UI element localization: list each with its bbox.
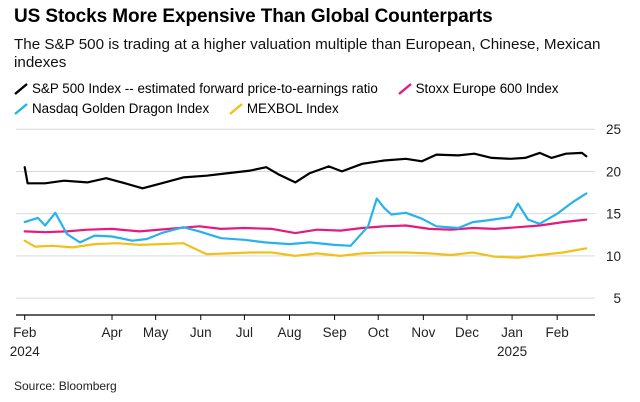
- x-tick-label-10: Jan: [501, 325, 523, 340]
- legend-swatch-sp500: [14, 83, 28, 95]
- x-tick-label-0: Feb: [13, 325, 36, 340]
- source-note: Source: Bloomberg: [14, 379, 117, 393]
- y-tick-label-15: 15: [606, 207, 621, 222]
- x-axis: Feb 2024 Apr May Jun Jul Aug Sep Oct Nov Dec Jan 202…: [10, 314, 595, 359]
- legend-swatch-stoxx: [397, 83, 412, 95]
- legend-stroke-stoxx: [397, 83, 412, 95]
- legend-stroke-golden-dragon: [14, 103, 28, 115]
- x-tick-year-10: 2025: [497, 344, 527, 359]
- x-tick-label-1: Apr: [102, 325, 124, 340]
- x-tick-label-7: Oct: [368, 325, 389, 340]
- x-tick-label-9: Dec: [455, 325, 479, 340]
- gridlines: [16, 128, 595, 299]
- x-tick-label-2: May: [143, 325, 169, 340]
- legend: S&P 500 Index -- estimated forward price…: [14, 80, 626, 120]
- y-tick-label-20: 20: [606, 164, 621, 179]
- x-tick-label-8: Nov: [411, 325, 435, 340]
- x-tick-label-4: Jul: [236, 325, 253, 340]
- legend-swatch-mexbol: [229, 103, 243, 115]
- legend-item-sp500: S&P 500 Index -- estimated forward price…: [14, 80, 378, 98]
- y-tick-label-10: 10: [606, 249, 621, 264]
- x-tick-label-6: Sep: [323, 325, 347, 340]
- chart-subtitle: The S&P 500 is trading at a higher valua…: [14, 36, 601, 71]
- x-tick-label-5: Aug: [277, 325, 301, 340]
- y-tick-label-5: 5: [613, 291, 621, 306]
- legend-item-stoxx: Stoxx Europe 600 Index: [397, 80, 559, 98]
- series-line-1: [23, 218, 588, 235]
- series-line-0: [23, 151, 588, 190]
- x-tick-label-3: Jun: [190, 325, 212, 340]
- x-tick-year-0: 2024: [10, 344, 41, 359]
- legend-label-mexbol: MEXBOL Index: [246, 101, 339, 116]
- legend-stroke-mexbol: [229, 103, 243, 115]
- legend-item-mexbol: MEXBOL Index: [229, 100, 339, 118]
- legend-label-sp500: S&P 500 Index -- estimated forward price…: [32, 81, 378, 96]
- chart-title: US Stocks More Expensive Than Global Cou…: [14, 6, 493, 27]
- legend-label-stoxx: Stoxx Europe 600 Index: [415, 81, 559, 96]
- x-tick-label-11: Feb: [546, 325, 569, 340]
- y-tick-label-25: 25: [606, 122, 621, 137]
- legend-item-golden-dragon: Nasdaq Golden Dragon Index: [14, 100, 209, 118]
- legend-label-golden-dragon: Nasdaq Golden Dragon Index: [32, 101, 210, 116]
- series-lines: [23, 151, 588, 259]
- y-axis-ticks: 5 10 15 20 25: [606, 122, 621, 306]
- legend-swatch-golden-dragon: [14, 103, 28, 115]
- series-line-3: [23, 239, 588, 259]
- legend-stroke-sp500: [14, 83, 28, 95]
- series-line-2: [23, 192, 588, 247]
